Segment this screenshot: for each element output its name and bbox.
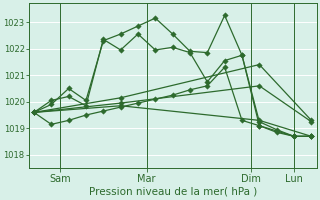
X-axis label: Pression niveau de la mer( hPa ): Pression niveau de la mer( hPa ) <box>89 187 257 197</box>
